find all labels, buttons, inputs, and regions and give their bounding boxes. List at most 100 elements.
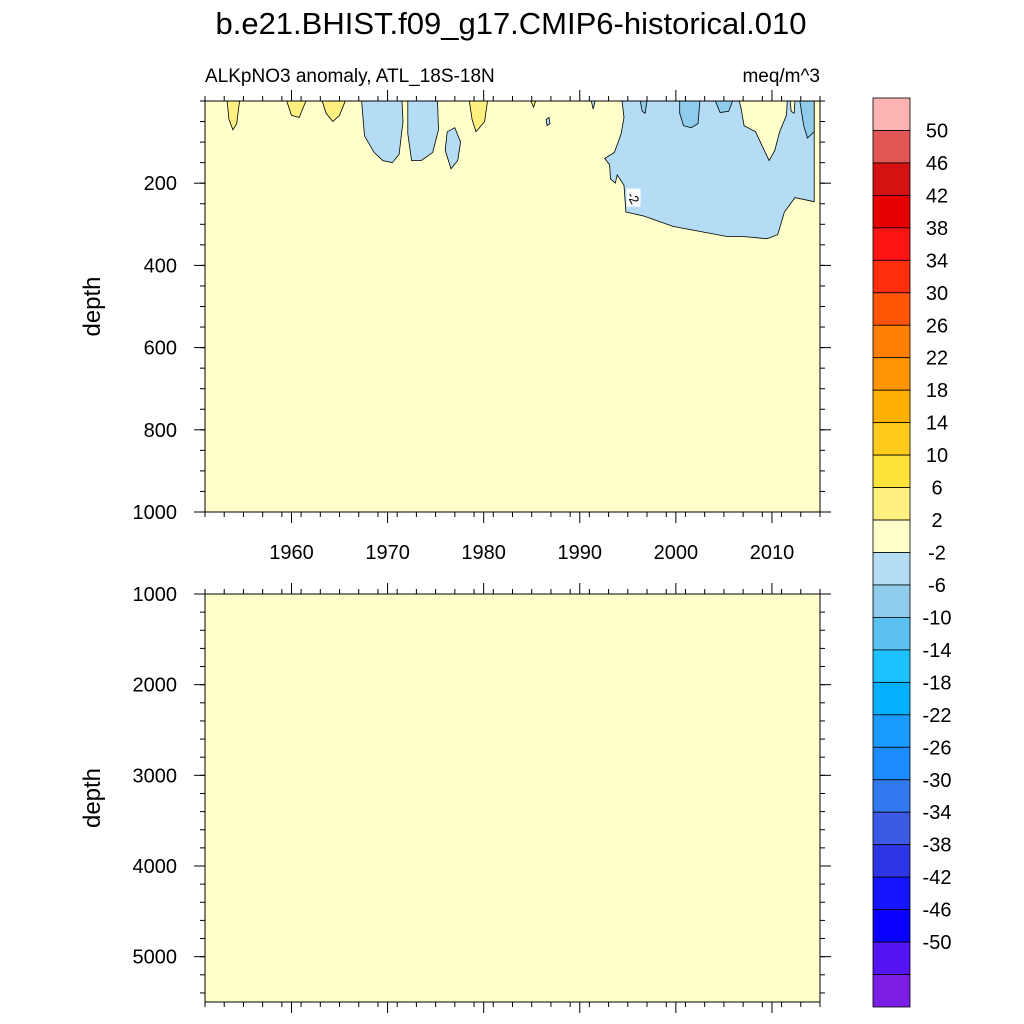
colorbar-swatch xyxy=(872,162,911,196)
contour-label-box xyxy=(626,188,641,207)
y-axis-label: depth xyxy=(79,768,106,828)
axis-ticks xyxy=(194,90,831,523)
contour-region-neg-2005-inner xyxy=(714,101,734,113)
colorbar-label: -30 xyxy=(923,770,952,792)
colorbar-label: 38 xyxy=(926,218,948,240)
colorbar-swatch xyxy=(872,357,911,391)
y-tick-label: 200 xyxy=(144,173,177,195)
panel-lower-contour-chart: 1000 2000 3000 4000 5000 depth xyxy=(79,583,831,1013)
colorbar-label: -26 xyxy=(923,737,952,759)
colorbar-swatch xyxy=(872,259,911,294)
contour-region-neg-1974 xyxy=(407,101,439,162)
colorbar-swatch xyxy=(872,876,911,911)
colorbar-label: -38 xyxy=(923,835,952,857)
colorbar-label: -46 xyxy=(923,900,952,922)
colorbar-swatch xyxy=(872,97,911,131)
colorbar-label: -42 xyxy=(923,867,952,889)
colorbar-label: -22 xyxy=(923,705,952,727)
contour-region-pos-1959 xyxy=(286,101,307,118)
colorbar-label: 10 xyxy=(926,445,948,467)
y-tick-label: 1000 xyxy=(133,584,178,606)
y-tick-label: 4000 xyxy=(133,856,178,878)
colorbar-swatch xyxy=(872,746,911,781)
contour-region-pos-1979 xyxy=(468,101,488,133)
colorbar-label: 42 xyxy=(926,185,948,207)
colorbar-label: 22 xyxy=(926,348,948,370)
colorbar-label: 6 xyxy=(931,478,942,500)
colorbar-swatch xyxy=(872,552,911,586)
colorbar-swatch xyxy=(872,292,911,326)
contour-region-pos-2012-notch xyxy=(789,101,796,115)
figure-title: b.e21.BHIST.f09_g17.CMIP6-historical.010 xyxy=(215,6,806,41)
contour-region-neg-2013-inner xyxy=(799,101,815,139)
x-tick-label: 1980 xyxy=(461,542,506,564)
colorbar-label: 18 xyxy=(926,380,948,402)
colorbar-label: 50 xyxy=(926,120,948,142)
y-tick-label: 5000 xyxy=(133,947,178,969)
contour-region-pos-2007 xyxy=(738,101,788,162)
colorbar-swatch xyxy=(872,130,911,164)
contour-region-pos-1964 xyxy=(321,101,346,123)
colorbar-label: 34 xyxy=(926,250,948,272)
y-tick-label: 3000 xyxy=(133,765,178,787)
colorbar-label: 14 xyxy=(926,413,948,435)
plot-background xyxy=(205,594,820,1002)
colorbar-legend: 50 46 42 38 34 30 26 22 18 14 10 6 2 -2 -6 -10 -14 -18 -22… xyxy=(872,97,952,1008)
contour-region-neg-1977 xyxy=(444,127,462,170)
contour-regions xyxy=(226,101,815,240)
axis-ticks xyxy=(194,583,831,1013)
contour-region-neg-1969 xyxy=(361,101,404,164)
colorbar-swatch xyxy=(872,584,911,618)
contour-region-pos-1954 xyxy=(226,101,241,131)
colorbar-swatch xyxy=(872,454,911,488)
colorbar-label: -50 xyxy=(923,932,952,954)
contour-region-neg-1996-inner xyxy=(639,101,648,114)
colorbar-label: 30 xyxy=(926,283,948,305)
colorbar-swatch xyxy=(872,487,911,521)
colorbar-swatch xyxy=(872,422,911,456)
x-tick-label: 2000 xyxy=(654,542,699,564)
colorbar-swatch xyxy=(872,974,911,1008)
colorbar-swatch xyxy=(872,519,911,553)
colorbar-swatch xyxy=(872,681,911,716)
colorbar-swatch xyxy=(872,389,911,424)
y-axis-label: depth xyxy=(79,276,106,336)
x-tick-label: 1960 xyxy=(269,542,314,564)
colorbar-swatch xyxy=(872,194,911,229)
colorbar-swatch xyxy=(872,779,911,813)
colorbar-label: -34 xyxy=(923,802,952,824)
x-tick-label: 1990 xyxy=(558,542,603,564)
y-tick-label: 800 xyxy=(144,420,177,442)
x-tick-label: 1970 xyxy=(365,542,410,564)
y-tick-label: 600 xyxy=(144,338,177,360)
contour-region-neg-2001-inner xyxy=(679,101,701,129)
colorbar-swatch xyxy=(872,909,911,943)
colorbar-label: -18 xyxy=(923,672,952,694)
colorbar-swatch xyxy=(872,227,911,261)
contour-region-pos-1985 xyxy=(530,101,537,109)
y-tick-label: 2000 xyxy=(133,675,178,697)
colorbar-label: 2 xyxy=(931,510,942,532)
y-tick-label: 1000 xyxy=(133,502,178,524)
subtitle-left: ALKpNO3 anomaly, ATL_18S-18N xyxy=(205,66,495,87)
x-tick-label: 2010 xyxy=(750,542,795,564)
colorbar-swatch xyxy=(872,617,911,651)
colorbar-label: 26 xyxy=(926,315,948,337)
contour-region-neg-1991 xyxy=(590,101,596,110)
colorbar-label: -6 xyxy=(928,575,946,597)
colorbar-swatch xyxy=(872,941,911,975)
colorbar-swatch xyxy=(872,649,911,683)
subtitle-units: meq/m^3 xyxy=(742,66,820,87)
colorbar-label: -10 xyxy=(923,607,952,629)
contour-region-neg-1986 xyxy=(545,116,551,127)
colorbar-swatch xyxy=(872,714,911,748)
colorbar-label: 46 xyxy=(926,153,948,175)
colorbar-swatch xyxy=(872,844,911,878)
colorbar-label: -2 xyxy=(928,543,946,565)
colorbar-swatch xyxy=(872,811,911,846)
y-tick-label: 400 xyxy=(144,255,177,277)
colorbar-swatch xyxy=(872,324,911,359)
colorbar-label: -14 xyxy=(923,640,952,662)
